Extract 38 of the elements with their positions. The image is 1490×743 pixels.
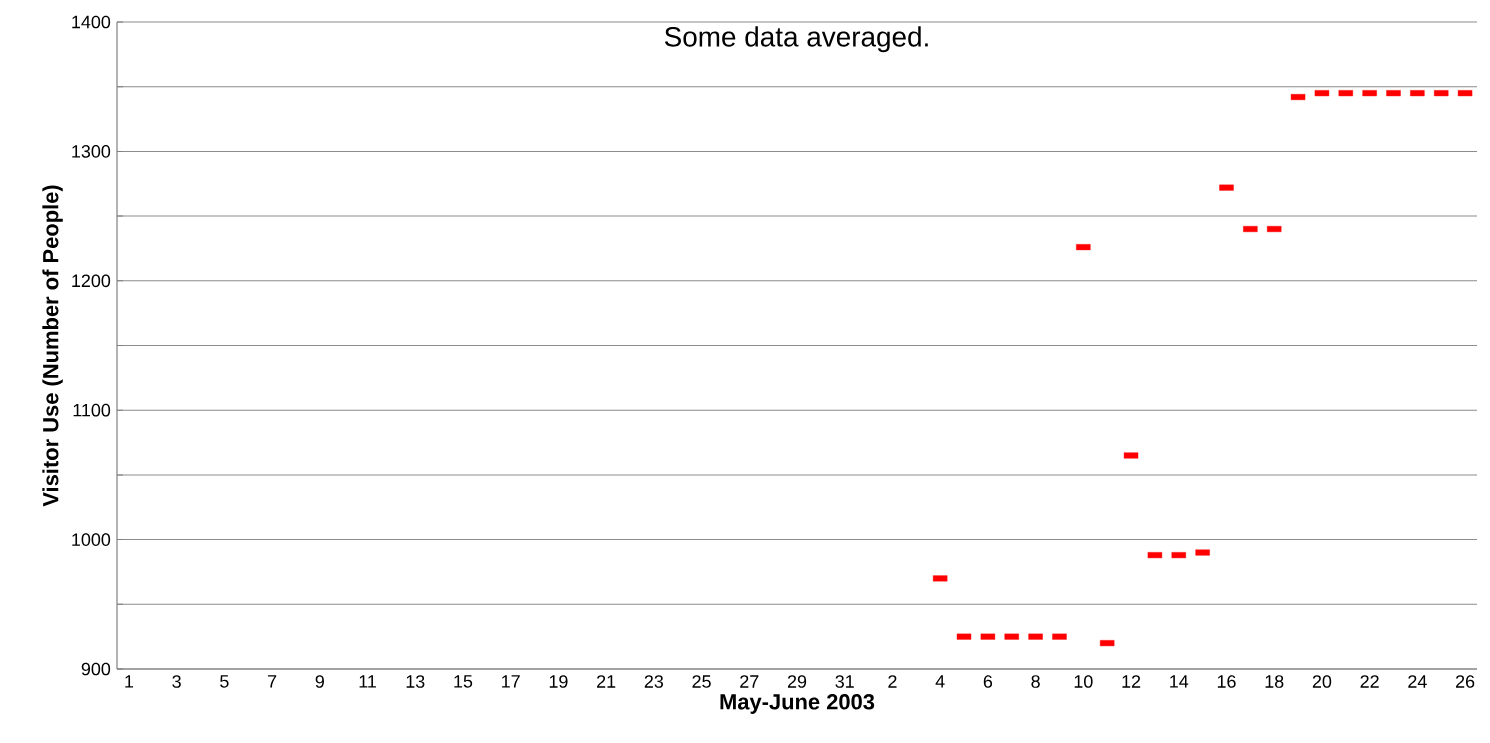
x-tick-label: 5 — [220, 675, 229, 688]
x-axis-title: May-June 2003 — [720, 694, 875, 714]
x-tick-label: 17 — [502, 675, 520, 688]
x-tick-label: 11 — [359, 675, 376, 688]
x-tick-label: 15 — [454, 675, 473, 688]
x-tick-label: 3 — [172, 675, 181, 688]
x-tick-label: 2 — [888, 675, 897, 688]
y-tick-label: 1100 — [73, 403, 111, 417]
x-tick-label: 7 — [268, 675, 277, 688]
x-tick-label: 18 — [1265, 675, 1284, 688]
x-tick-label: 24 — [1408, 675, 1427, 688]
x-tick-label: 27 — [740, 675, 759, 688]
y-tick-label: 1200 — [72, 274, 111, 288]
x-tick-label: 25 — [692, 675, 711, 688]
x-tick-label: 20 — [1312, 675, 1332, 688]
x-tick-label: 23 — [644, 675, 664, 688]
x-tick-label: 9 — [315, 675, 324, 688]
x-tick-label: 16 — [1217, 675, 1236, 688]
x-tick-label: 26 — [1456, 675, 1475, 688]
chart-title: Some data averaged. — [664, 26, 928, 53]
x-tick-label: 14 — [1170, 675, 1189, 688]
x-tick-label: 6 — [983, 675, 993, 688]
x-tick-label: 1 — [125, 675, 134, 688]
x-tick-label: 13 — [406, 675, 425, 688]
y-tick-label: 1400 — [72, 15, 111, 29]
x-tick-label: 31 — [835, 675, 854, 688]
x-tick-label: 10 — [1074, 675, 1093, 688]
x-tick-label: 12 — [1122, 675, 1141, 688]
x-tick-label: 19 — [549, 675, 568, 688]
x-tick-label: 4 — [935, 675, 945, 688]
x-tick-label: 22 — [1360, 675, 1379, 688]
y-tick-label: 1000 — [72, 533, 111, 546]
y-tick-label: 900 — [81, 662, 111, 676]
x-tick-label: 29 — [787, 675, 807, 688]
y-axis-title: Visitor Use (Number of People) — [42, 185, 63, 507]
y-tick-label: 1300 — [72, 145, 111, 158]
x-tick-label: 8 — [1031, 675, 1040, 688]
x-tick-label: 21 — [597, 675, 616, 688]
